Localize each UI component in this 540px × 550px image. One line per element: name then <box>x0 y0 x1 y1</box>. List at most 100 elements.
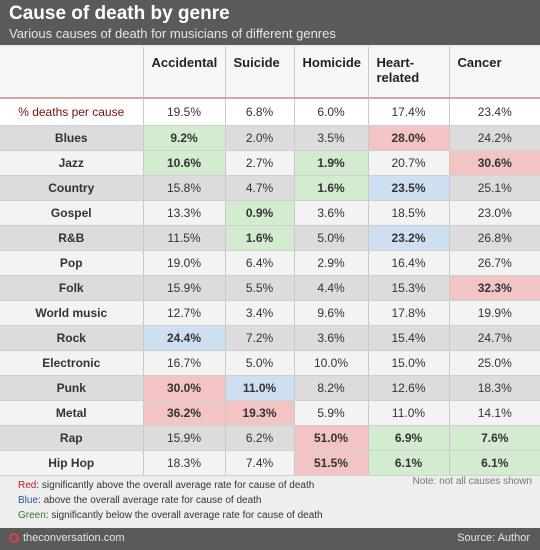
table-row: Punk 30.0% 11.0% 8.2% 12.6% 18.3% <box>0 375 540 401</box>
value-cell: 51.0% <box>294 425 369 451</box>
value-cell: 11.0% <box>225 375 295 401</box>
value-cell: 3.4% <box>225 300 295 326</box>
value-cell: 18.5% <box>368 200 450 226</box>
value-cell: 15.8% <box>143 175 226 201</box>
value-cell: 23.5% <box>368 175 450 201</box>
note: Note: not all causes shown <box>412 476 532 487</box>
footer-logo-text: theconversation.com <box>23 532 125 544</box>
value-cell: 5.5% <box>225 275 295 301</box>
value-cell: 12.6% <box>368 375 450 401</box>
value-cell: 2.0% <box>225 125 295 151</box>
value-cell: 5.9% <box>294 400 369 426</box>
legend-blue-text: : above the overall average rate for cau… <box>38 495 262 506</box>
genre-label: Country <box>0 175 144 201</box>
value-cell: 26.8% <box>449 225 540 251</box>
genre-label: Rap <box>0 425 144 451</box>
genre-label: Rock <box>0 325 144 351</box>
value-cell: 4.4% <box>294 275 369 301</box>
value-cell: 36.2% <box>143 400 226 426</box>
value-cell: 7.4% <box>225 450 295 476</box>
column-header: Suicide <box>225 47 295 99</box>
genre-label: Metal <box>0 400 144 426</box>
value-cell: 51.5% <box>294 450 369 476</box>
column-header: Accidental <box>143 47 226 99</box>
value-cell: 15.9% <box>143 275 226 301</box>
table-row: Electronic 16.7% 5.0% 10.0% 15.0% 25.0% <box>0 350 540 376</box>
footer-logo[interactable]: theconversation.com <box>9 532 125 544</box>
value-cell: 5.0% <box>225 350 295 376</box>
legend-red: Red: significantly above the overall ave… <box>18 478 323 493</box>
value-cell: 12.7% <box>143 300 226 326</box>
value-cell: 2.9% <box>294 250 369 276</box>
value-cell: 7.2% <box>225 325 295 351</box>
value-cell: 10.0% <box>294 350 369 376</box>
genre-label: R&B <box>0 225 144 251</box>
table-row: Folk 15.9% 5.5% 4.4% 15.3% 32.3% <box>0 275 540 301</box>
value-cell: 24.4% <box>143 325 226 351</box>
corner-cell <box>0 47 144 99</box>
value-cell: 30.0% <box>143 375 226 401</box>
value-cell: 30.6% <box>449 150 540 176</box>
value-cell: 6.4% <box>225 250 295 276</box>
genre-label: Folk <box>0 275 144 301</box>
genre-label: Punk <box>0 375 144 401</box>
table-row: World music 12.7% 3.4% 9.6% 17.8% 19.9% <box>0 300 540 326</box>
value-cell: 25.0% <box>449 350 540 376</box>
value-cell: 25.1% <box>449 175 540 201</box>
genre-label: Hip Hop <box>0 450 144 476</box>
genre-label: Gospel <box>0 200 144 226</box>
overall-label: % deaths per cause <box>0 98 144 126</box>
legend-green: Green: significantly below the overall a… <box>18 508 323 523</box>
value-cell: 20.7% <box>368 150 450 176</box>
value-cell: 2.7% <box>225 150 295 176</box>
overall-value: 23.4% <box>449 98 540 126</box>
column-header: Cancer <box>449 47 540 99</box>
value-cell: 6.1% <box>449 450 540 476</box>
value-cell: 6.9% <box>368 425 450 451</box>
value-cell: 4.7% <box>225 175 295 201</box>
header: Cause of death by genre Various causes o… <box>0 0 540 45</box>
value-cell: 3.6% <box>294 325 369 351</box>
value-cell: 3.6% <box>294 200 369 226</box>
table-row: R&B 11.5% 1.6% 5.0% 23.2% 26.8% <box>0 225 540 251</box>
legend-blue: Blue: above the overall average rate for… <box>18 493 323 508</box>
value-cell: 18.3% <box>143 450 226 476</box>
legend-blue-key: Blue <box>18 495 39 506</box>
conversation-logo-icon <box>9 533 19 543</box>
chart-title: Cause of death by genre <box>9 3 230 24</box>
value-cell: 19.0% <box>143 250 226 276</box>
value-cell: 11.5% <box>143 225 226 251</box>
value-cell: 23.0% <box>449 200 540 226</box>
data-table: Accidental Suicide Homicide Heart-relate… <box>0 47 540 476</box>
legend-red-text: : significantly above the overall averag… <box>36 480 315 491</box>
column-header: Heart-related <box>368 47 450 99</box>
table-row: Pop 19.0% 6.4% 2.9% 16.4% 26.7% <box>0 250 540 276</box>
value-cell: 1.9% <box>294 150 369 176</box>
genre-label: Electronic <box>0 350 144 376</box>
value-cell: 6.2% <box>225 425 295 451</box>
genre-label: World music <box>0 300 144 326</box>
column-header: Homicide <box>294 47 369 99</box>
source-credit: Source: Author <box>457 532 530 544</box>
value-cell: 18.3% <box>449 375 540 401</box>
value-cell: 1.6% <box>225 225 295 251</box>
overall-value: 6.8% <box>225 98 295 126</box>
overall-value: 19.5% <box>143 98 226 126</box>
value-cell: 16.4% <box>368 250 450 276</box>
value-cell: 9.6% <box>294 300 369 326</box>
column-header-row: Accidental Suicide Homicide Heart-relate… <box>0 47 540 99</box>
legend: Red: significantly above the overall ave… <box>18 478 323 523</box>
value-cell: 15.4% <box>368 325 450 351</box>
legend-red-key: Red <box>18 480 37 491</box>
value-cell: 15.9% <box>143 425 226 451</box>
value-cell: 13.3% <box>143 200 226 226</box>
overall-value: 6.0% <box>294 98 369 126</box>
value-cell: 0.9% <box>225 200 295 226</box>
table-body: % deaths per cause 19.5% 6.8% 6.0% 17.4%… <box>0 98 540 476</box>
value-cell: 26.7% <box>449 250 540 276</box>
value-cell: 19.9% <box>449 300 540 326</box>
table-row: Hip Hop 18.3% 7.4% 51.5% 6.1% 6.1% <box>0 450 540 476</box>
legend-green-key: Green <box>18 510 46 521</box>
overall-value: 17.4% <box>368 98 450 126</box>
